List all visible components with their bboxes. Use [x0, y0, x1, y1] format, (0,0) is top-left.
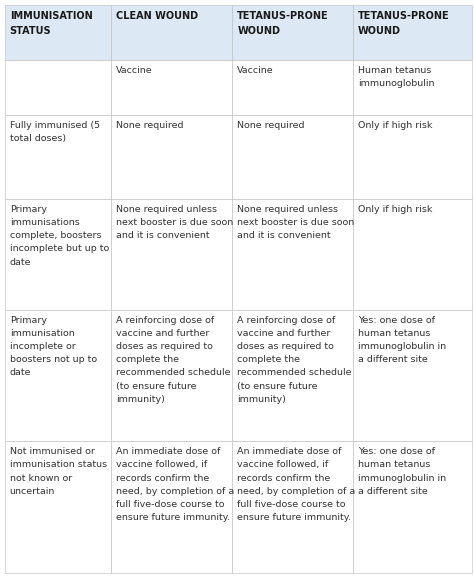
Bar: [232, 60, 353, 114]
Bar: [232, 441, 353, 573]
Bar: [111, 441, 232, 573]
Bar: [111, 310, 232, 441]
Bar: [5, 60, 111, 114]
Text: None required: None required: [237, 121, 305, 129]
Bar: [353, 310, 472, 441]
Text: An immediate dose of
vaccine followed, if
records confirm the
need, by completio: An immediate dose of vaccine followed, i…: [237, 447, 356, 523]
Text: Fully immunised (5
total doses): Fully immunised (5 total doses): [10, 121, 100, 143]
Text: TETANUS-PRONE
WOUND: TETANUS-PRONE WOUND: [237, 11, 329, 36]
Bar: [232, 310, 353, 441]
Bar: [232, 199, 353, 310]
Text: Vaccine: Vaccine: [237, 66, 274, 75]
Bar: [353, 441, 472, 573]
Bar: [5, 310, 111, 441]
Text: None required unless
next booster is due soon
and it is convenient: None required unless next booster is due…: [117, 205, 234, 240]
Text: None required unless
next booster is due soon
and it is convenient: None required unless next booster is due…: [237, 205, 355, 240]
Bar: [353, 114, 472, 199]
Text: CLEAN WOUND: CLEAN WOUND: [117, 11, 199, 21]
Text: Yes: one dose of
human tetanus
immunoglobulin in
a different site: Yes: one dose of human tetanus immunoglo…: [358, 447, 446, 496]
Bar: [5, 114, 111, 199]
Text: TETANUS-PRONE
WOUND: TETANUS-PRONE WOUND: [358, 11, 450, 36]
Text: A reinforcing dose of
vaccine and further
doses as required to
complete the
reco: A reinforcing dose of vaccine and furthe…: [117, 316, 231, 404]
Bar: [353, 199, 472, 310]
Bar: [5, 199, 111, 310]
Bar: [111, 199, 232, 310]
Text: IMMUNISATION
STATUS: IMMUNISATION STATUS: [10, 11, 92, 36]
Text: Primary
immunisation
incomplete or
boosters not up to
date: Primary immunisation incomplete or boost…: [10, 316, 97, 377]
Bar: [232, 114, 353, 199]
Bar: [232, 5, 353, 60]
Text: Not immunised or
immunisation status
not known or
uncertain: Not immunised or immunisation status not…: [10, 447, 107, 496]
Bar: [5, 441, 111, 573]
Text: A reinforcing dose of
vaccine and further
doses as required to
complete the
reco: A reinforcing dose of vaccine and furthe…: [237, 316, 352, 404]
Text: Only if high risk: Only if high risk: [358, 121, 432, 129]
Bar: [5, 5, 111, 60]
Text: Vaccine: Vaccine: [117, 66, 153, 75]
Bar: [111, 60, 232, 114]
Text: Primary
immunisations
complete, boosters
incomplete but up to
date: Primary immunisations complete, boosters…: [10, 205, 109, 266]
Text: Human tetanus
immunoglobulin: Human tetanus immunoglobulin: [358, 66, 435, 88]
Text: An immediate dose of
vaccine followed, if
records confirm the
need, by completio: An immediate dose of vaccine followed, i…: [117, 447, 235, 523]
Bar: [353, 5, 472, 60]
Bar: [111, 114, 232, 199]
Text: None required: None required: [117, 121, 184, 129]
Text: Yes: one dose of
human tetanus
immunoglobulin in
a different site: Yes: one dose of human tetanus immunoglo…: [358, 316, 446, 364]
Text: Only if high risk: Only if high risk: [358, 205, 432, 214]
Bar: [353, 60, 472, 114]
Bar: [111, 5, 232, 60]
